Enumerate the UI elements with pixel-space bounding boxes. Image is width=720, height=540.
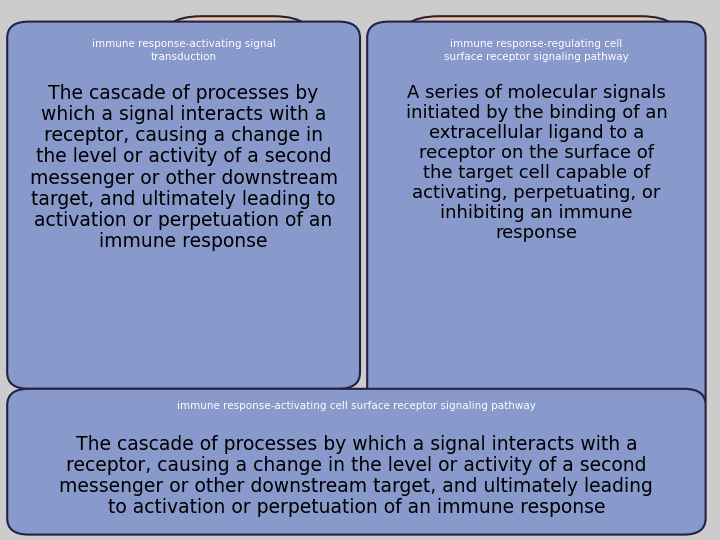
- FancyBboxPatch shape: [158, 16, 317, 243]
- FancyBboxPatch shape: [367, 22, 706, 416]
- Text: immune response-activating signal
transduction: immune response-activating signal transd…: [91, 39, 276, 62]
- FancyBboxPatch shape: [7, 389, 706, 535]
- Text: The cascade of processes by
which a signal interacts with a
receptor, causing a : The cascade of processes by which a sign…: [30, 84, 338, 252]
- FancyBboxPatch shape: [7, 22, 360, 389]
- Text: The cascade of processes by which a signal interacts with a
receptor, causing a : The cascade of processes by which a sign…: [60, 435, 653, 517]
- Text: A series of molecular signals
initiated by the binding of an
extracellular ligan: A series of molecular signals initiated …: [405, 84, 667, 242]
- FancyBboxPatch shape: [396, 16, 684, 259]
- Text: immune response-activating cell surface receptor signaling pathway: immune response-activating cell surface …: [177, 401, 536, 411]
- Text: immune response-regulating cell
surface receptor signaling pathway: immune response-regulating cell surface …: [444, 39, 629, 62]
